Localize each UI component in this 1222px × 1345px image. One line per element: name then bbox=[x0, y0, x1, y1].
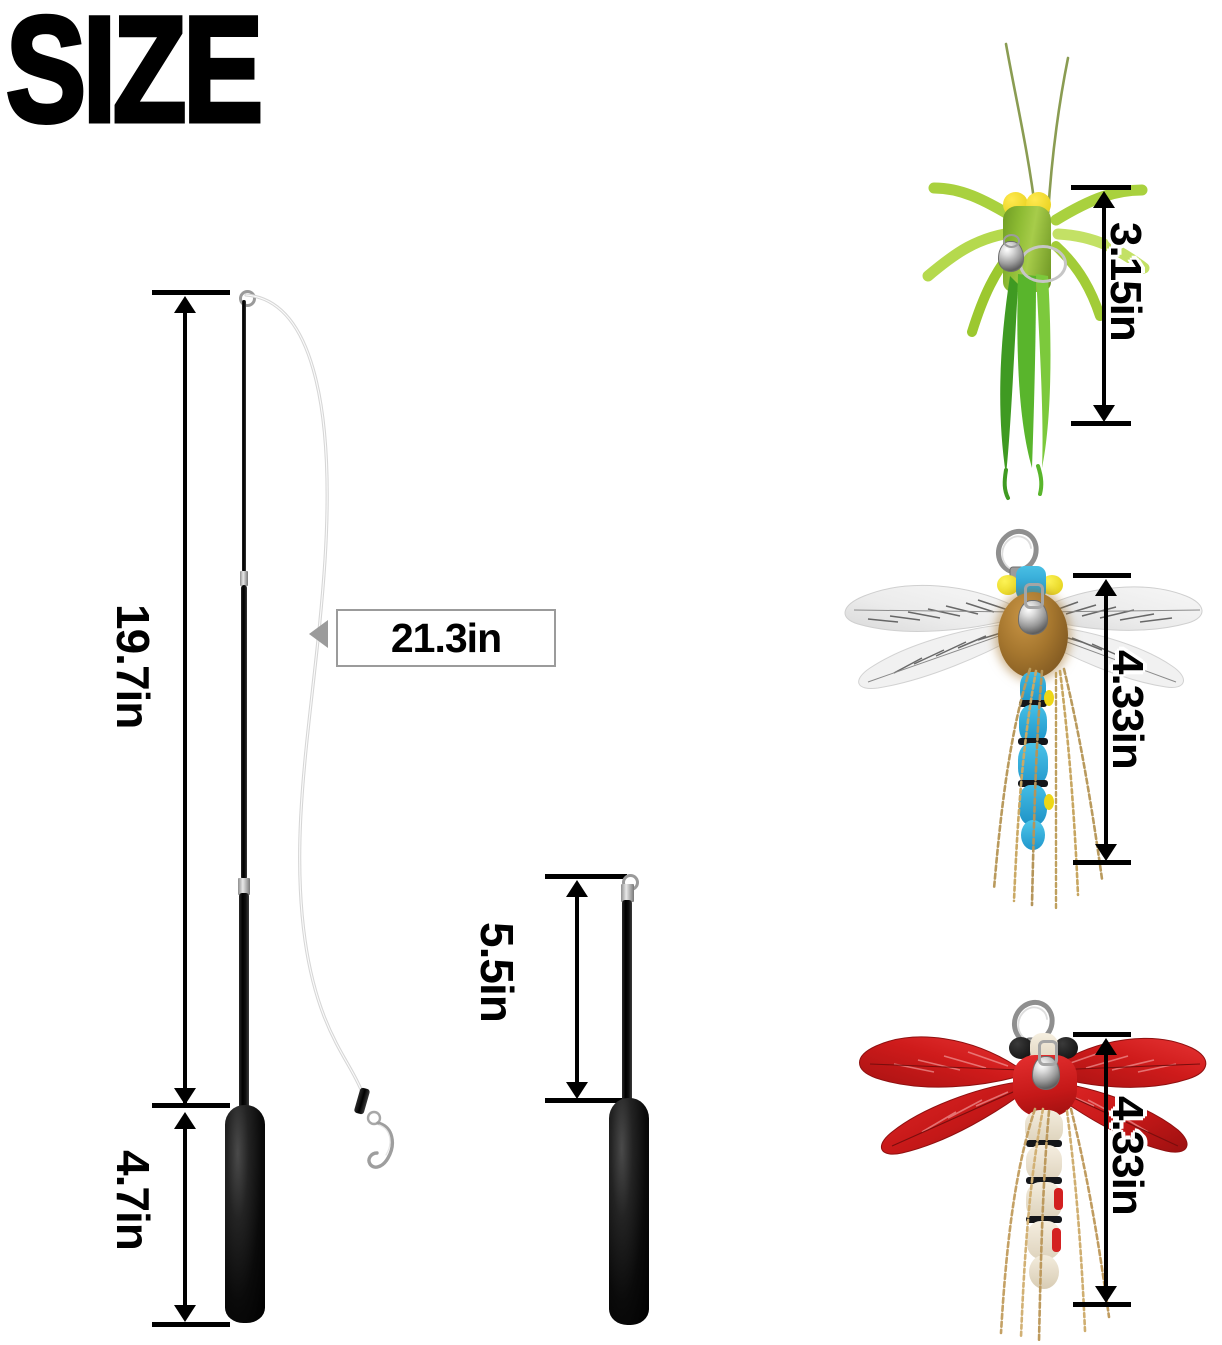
short-wand-foam-handle[interactable] bbox=[609, 1098, 649, 1325]
dragonfly-blue-tail-band-2 bbox=[1018, 738, 1048, 745]
dragonfly-blue-accent-2 bbox=[1044, 794, 1054, 810]
callout-total-length: 21.3in bbox=[336, 609, 556, 667]
dragonfly-blue-tail-band-3 bbox=[1018, 780, 1048, 787]
rod-segment-middle bbox=[241, 585, 247, 880]
arrowhead-down-19-7 bbox=[174, 1088, 196, 1105]
rod-segment-top bbox=[242, 300, 246, 572]
dragonfly-red-tail-band-1 bbox=[1026, 1140, 1062, 1147]
dragonfly-red-tail-seg-1 bbox=[1025, 1110, 1063, 1144]
tick-bottom-4-33-blue bbox=[1073, 860, 1131, 865]
dragonfly-red-eye-right bbox=[1054, 1037, 1078, 1059]
arrowhead-down-5-5 bbox=[566, 1082, 588, 1099]
short-rod-shaft bbox=[622, 900, 632, 1102]
dimension-line-4-33-blue bbox=[1104, 584, 1108, 849]
dimension-label-4-33in-red: 4.33in bbox=[1103, 1096, 1152, 1215]
dragonfly-blue-accent-1 bbox=[1044, 690, 1054, 706]
arrowhead-down-4-33-red bbox=[1095, 1286, 1117, 1303]
dragonfly-red-wings bbox=[859, 1036, 1207, 1155]
tick-bottom-4-7 bbox=[152, 1322, 230, 1327]
dragonfly-blue-tail-seg-2 bbox=[1019, 705, 1047, 743]
dragonfly-blue-wings bbox=[844, 584, 1203, 689]
dragonfly-blue-tail-band-1 bbox=[1019, 700, 1047, 707]
tick-top-4-33-blue bbox=[1073, 573, 1131, 578]
dragonfly-red-tail-band-3 bbox=[1026, 1216, 1062, 1223]
swivel-snap-clip-icon[interactable] bbox=[352, 1108, 412, 1178]
tick-bottom-19-7 bbox=[152, 1103, 230, 1108]
dragonfly-blue-bell-loop bbox=[1024, 583, 1044, 609]
arrowhead-down-3-15 bbox=[1093, 405, 1115, 422]
arrowhead-down-4-7 bbox=[174, 1305, 196, 1322]
rod-segment-bottom bbox=[239, 893, 249, 1115]
callout-arrow-icon bbox=[309, 620, 328, 648]
dimension-label-4-33in-blue: 4.33in bbox=[1103, 650, 1152, 769]
dragonfly-red-tail-tip bbox=[1029, 1255, 1059, 1289]
tick-top-3-15 bbox=[1071, 185, 1131, 190]
dimension-label-3-15in: 3.15in bbox=[1101, 222, 1150, 341]
dimension-line-4-33-red bbox=[1104, 1043, 1108, 1291]
dimension-line-19-7 bbox=[183, 300, 187, 1105]
dragonfly-blue-eye-right bbox=[1041, 575, 1063, 595]
dragonfly-red-accent-1 bbox=[1054, 1188, 1063, 1210]
tick-bottom-3-15 bbox=[1071, 421, 1131, 426]
grasshopper-ring bbox=[1019, 245, 1067, 283]
page-title: SIZE bbox=[4, 0, 265, 153]
dimension-line-3-15 bbox=[1102, 196, 1106, 410]
dimension-label-5-5in: 5.5in bbox=[471, 922, 523, 1022]
dragonfly-red-eye-left bbox=[1009, 1037, 1033, 1059]
wand-foam-handle[interactable] bbox=[225, 1105, 265, 1323]
tick-top-19-7 bbox=[152, 290, 230, 295]
tick-bottom-5-5 bbox=[545, 1098, 627, 1103]
dragonfly-red-tinsel bbox=[999, 1107, 1111, 1343]
tick-top-5-5 bbox=[545, 874, 627, 879]
dragonfly-red-bell-icon bbox=[1032, 1056, 1060, 1090]
grasshopper-tail bbox=[1000, 274, 1051, 500]
rod-ferrule-upper bbox=[240, 571, 248, 586]
tick-bottom-4-33-red bbox=[1073, 1302, 1131, 1307]
grasshopper-bell-loop bbox=[1003, 234, 1020, 248]
tick-top-4-33-red bbox=[1073, 1032, 1131, 1037]
dragonfly-blue-tinsel bbox=[992, 667, 1104, 911]
short-rod-ferrule bbox=[621, 884, 634, 902]
dragonfly-red-bell-loop bbox=[1038, 1040, 1058, 1066]
rod-ferrule-lower bbox=[238, 878, 250, 895]
arrowhead-down-4-33-blue bbox=[1095, 844, 1117, 861]
dragonfly-blue-eye-left bbox=[997, 575, 1019, 595]
dimension-line-5-5 bbox=[575, 884, 579, 1084]
dragonfly-red-accent-2 bbox=[1052, 1228, 1061, 1252]
dimension-line-4-7 bbox=[183, 1118, 187, 1308]
